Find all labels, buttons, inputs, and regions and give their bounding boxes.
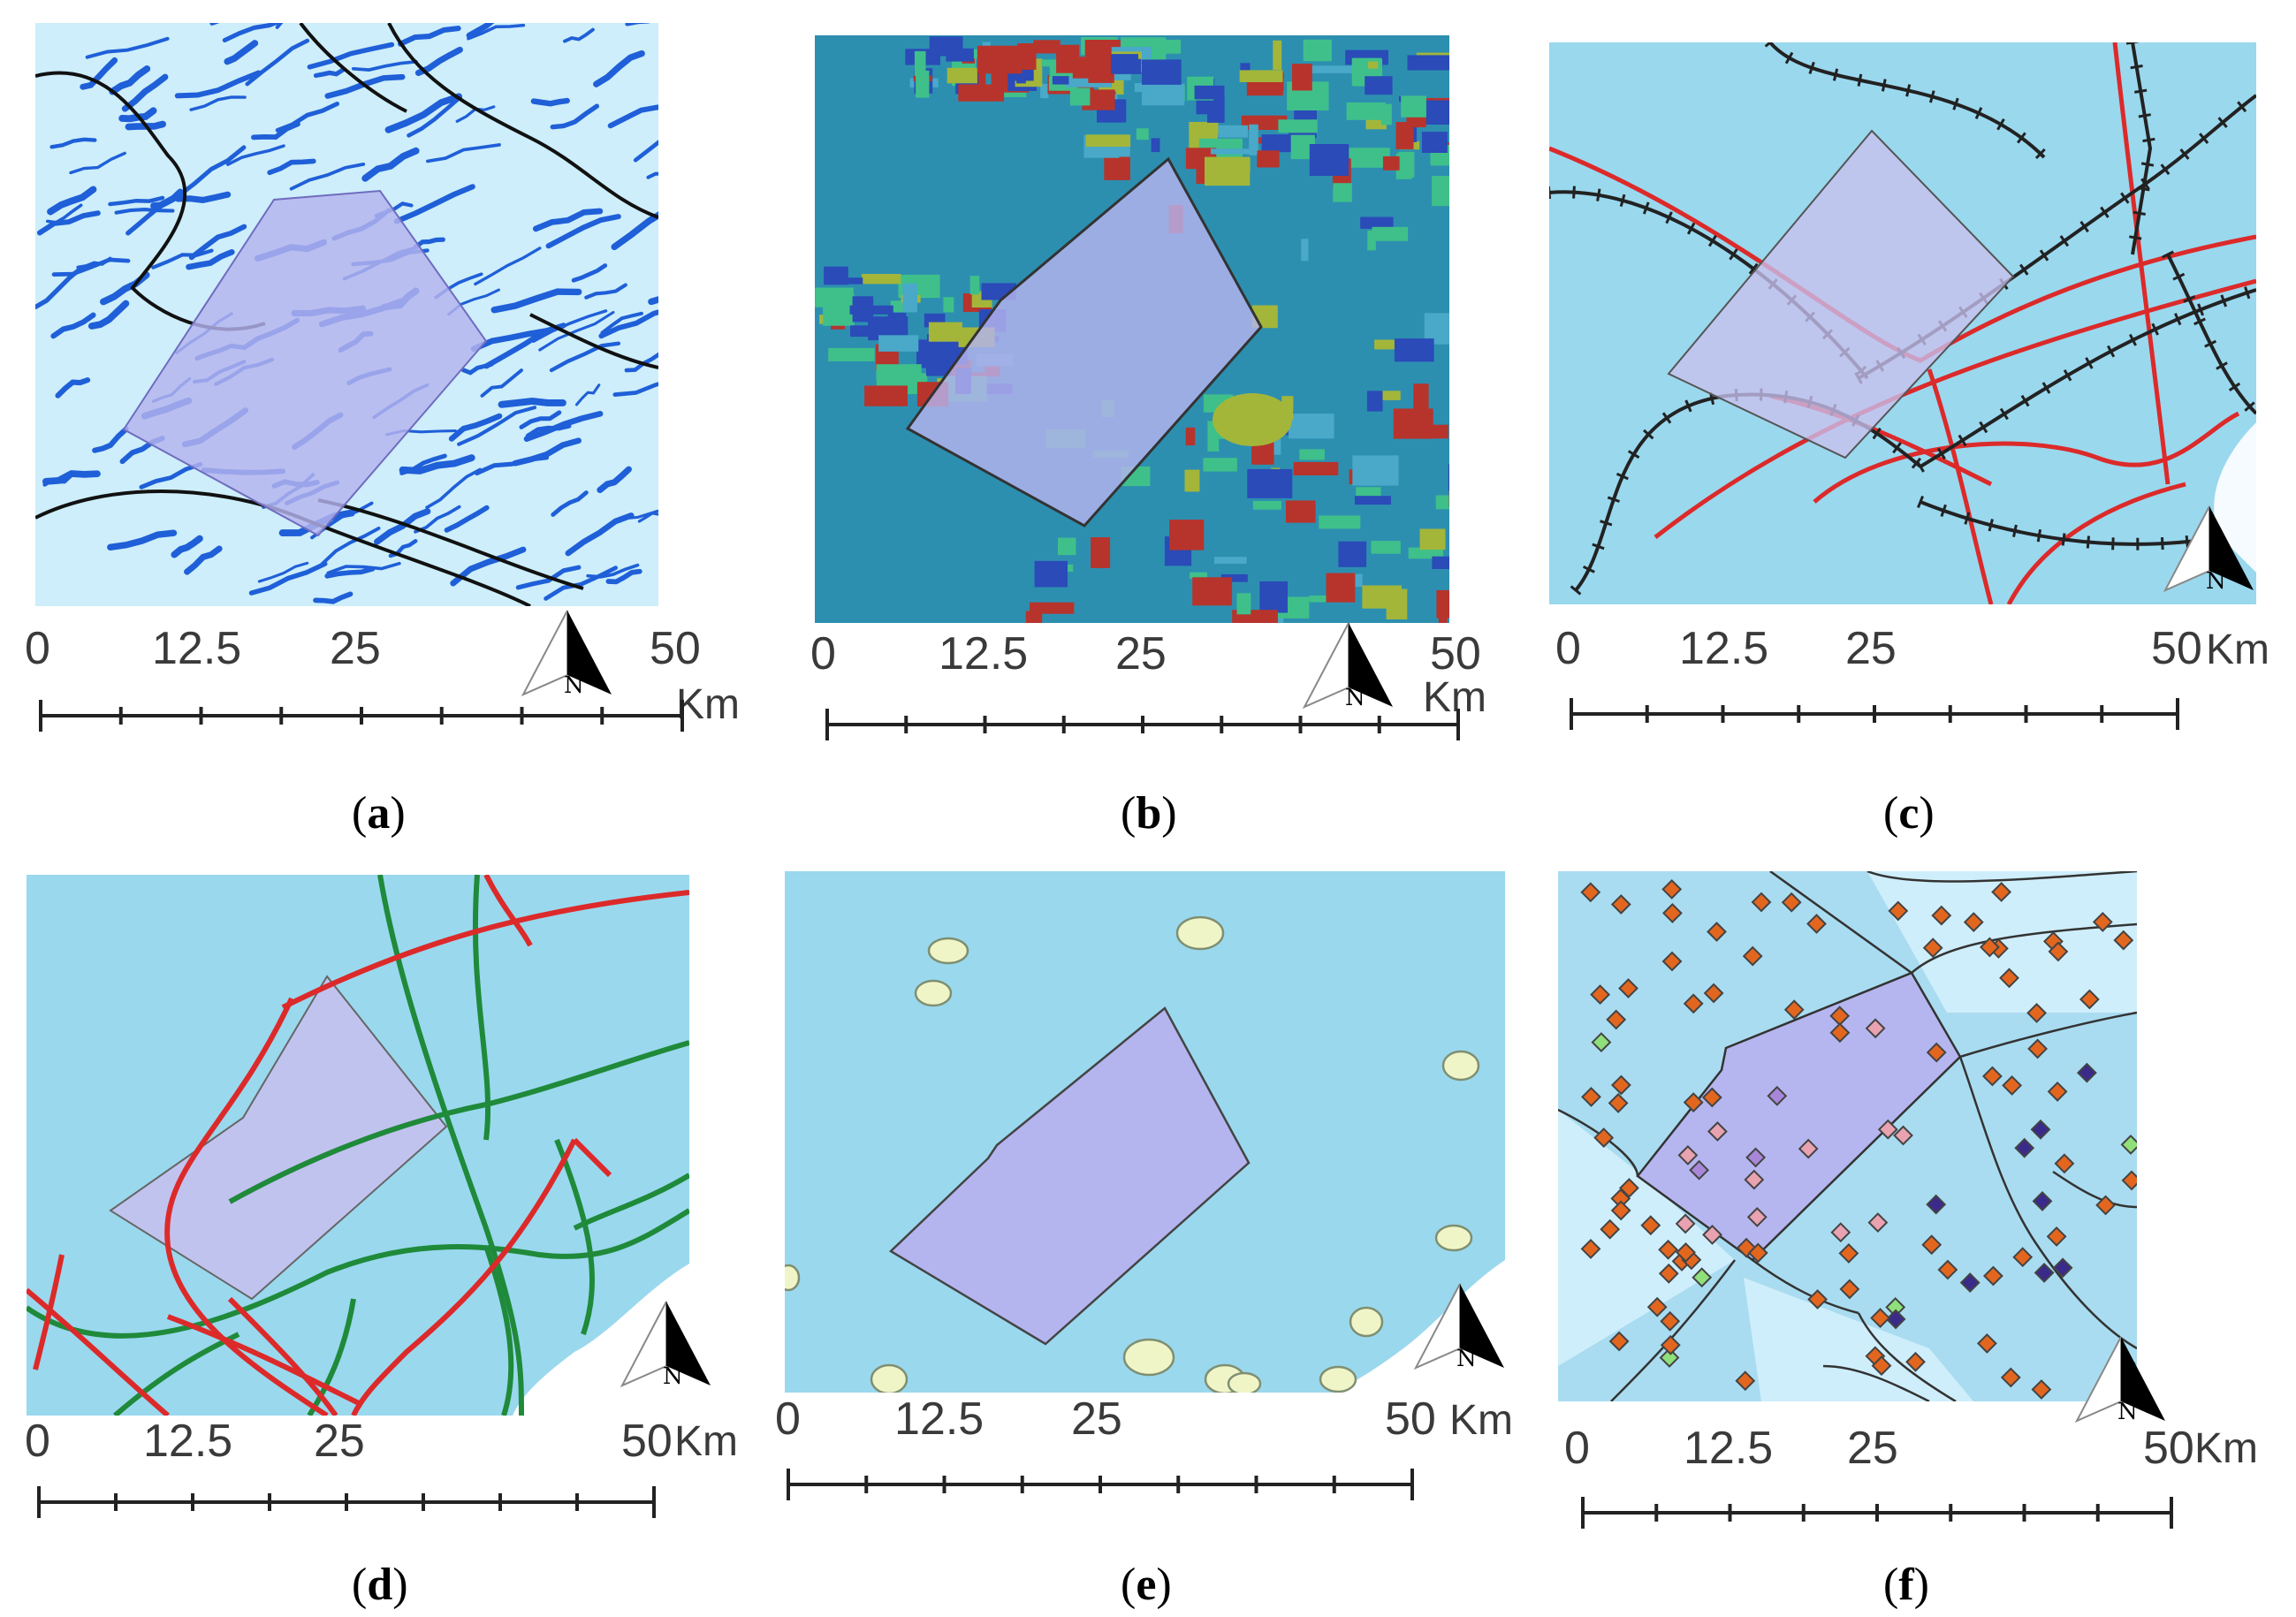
caption-a: (a) <box>352 788 406 839</box>
scale-tick-50-f: 50 <box>2143 1423 2194 1474</box>
scale-tick-50-d: 50 <box>621 1416 673 1467</box>
scale-tick-12-5-c: 12.5 <box>1679 623 1769 674</box>
scale-bar-c <box>1570 698 2179 730</box>
north-arrow-f: N <box>2068 1332 2174 1434</box>
scale-tick-25-c: 25 <box>1845 623 1897 674</box>
scale-tick-25-b: 25 <box>1115 628 1167 679</box>
scale-tick-25-a: 25 <box>330 623 381 674</box>
study-area-polygon <box>122 189 488 537</box>
scale-tick-12-5-f: 12.5 <box>1684 1423 1774 1474</box>
north-arrow-a: N <box>514 606 620 708</box>
svg-text:N: N <box>1345 685 1365 711</box>
scale-tick-0-c: 0 <box>1555 623 1581 674</box>
svg-text:N: N <box>2206 568 2226 595</box>
north-arrow-c: N <box>2156 502 2262 604</box>
caption-e: (e) <box>1121 1560 1172 1610</box>
scale-tick-12-5-b: 12.5 <box>939 628 1029 679</box>
scale-tick-50-b: 50 <box>1430 628 1481 679</box>
scale-tick-0-e: 0 <box>775 1393 801 1445</box>
map-a-rivers <box>35 23 658 606</box>
scale-tick-0-f: 0 <box>1564 1423 1590 1474</box>
study-area-polygon <box>905 156 1263 528</box>
caption-d: (d) <box>352 1560 408 1610</box>
scale-tick-12-5-e: 12.5 <box>894 1393 985 1445</box>
north-arrow-e: N <box>1407 1279 1513 1381</box>
svg-text:N: N <box>564 672 584 699</box>
scale-unit-d: Km <box>674 1418 738 1465</box>
map-e-settlements <box>785 871 1505 1393</box>
scale-tick-12-5-a: 12.5 <box>152 623 242 674</box>
study-area-polygon <box>1667 129 2015 459</box>
north-arrow-b: N <box>1296 619 1402 720</box>
scale-bar-b <box>825 709 1460 740</box>
scale-unit-a: Km <box>676 681 740 728</box>
scale-unit-b: Km <box>1423 674 1486 721</box>
svg-text:N: N <box>2117 1399 2138 1425</box>
caption-b: (b) <box>1121 788 1177 839</box>
scale-tick-50-e: 50 <box>1385 1393 1436 1445</box>
study-area-polygon <box>888 1006 1251 1346</box>
scale-bar-e <box>787 1469 1414 1500</box>
scale-tick-50-c: 50 <box>2151 623 2202 674</box>
scale-tick-0-a: 0 <box>25 623 50 674</box>
study-area-polygon <box>109 975 448 1301</box>
map-d-roads <box>27 875 689 1416</box>
scale-bar-f <box>1581 1497 2173 1529</box>
svg-text:N: N <box>1456 1346 1477 1372</box>
map-b-land-cover <box>815 35 1449 623</box>
scale-tick-12-5-d: 12.5 <box>143 1416 233 1467</box>
map-f-points <box>1558 871 2137 1401</box>
svg-text:N: N <box>663 1363 683 1390</box>
scale-bar-a <box>39 700 684 732</box>
scale-tick-25-d: 25 <box>314 1416 365 1467</box>
scale-tick-50-a: 50 <box>650 623 701 674</box>
north-arrow-d: N <box>613 1297 719 1399</box>
scale-tick-25-f: 25 <box>1847 1423 1898 1474</box>
scale-tick-0-d: 0 <box>25 1416 50 1467</box>
scale-unit-f: Km <box>2194 1425 2258 1472</box>
scale-unit-e: Km <box>1449 1397 1513 1444</box>
scale-unit-c: Km <box>2206 626 2269 673</box>
scale-bar-d <box>37 1486 656 1518</box>
scale-tick-25-e: 25 <box>1071 1393 1122 1445</box>
caption-c: (c) <box>1883 788 1935 839</box>
map-c-railways-roads <box>1549 42 2256 604</box>
scale-tick-0-b: 0 <box>810 628 836 679</box>
caption-f: (f) <box>1883 1560 1929 1610</box>
